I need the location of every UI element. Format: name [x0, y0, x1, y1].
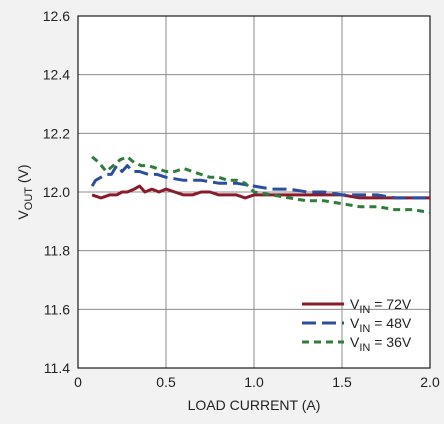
x-axis-title: LOAD CURRENT (A): [188, 397, 321, 413]
y-tick-label: 12.4: [43, 67, 70, 83]
x-tick-label: 1.0: [244, 374, 264, 390]
x-tick-label: 1.5: [332, 374, 352, 390]
y-tick-label: 12.2: [43, 125, 70, 141]
x-tick-label: 0: [74, 374, 82, 390]
y-tick-label: 11.8: [44, 243, 70, 259]
legend-label-3: VIN = 36V: [350, 334, 412, 354]
legend-label-2: VIN = 48V: [350, 315, 412, 335]
legend-label-1: VIN = 72V: [350, 296, 412, 316]
y-tick-label: 11.6: [44, 301, 70, 317]
y-tick-label: 11.4: [44, 360, 70, 376]
y-axis-title: VOUT (V): [15, 164, 35, 219]
y-tick-label: 12.6: [43, 8, 70, 24]
x-tick-label: 0.5: [156, 374, 176, 390]
series-line-2: [90, 164, 430, 200]
series-line-3: [91, 155, 431, 214]
x-tick-label: 2.0: [420, 374, 440, 390]
plot-frame: [77, 15, 431, 369]
y-tick-label: 12.0: [43, 184, 70, 200]
